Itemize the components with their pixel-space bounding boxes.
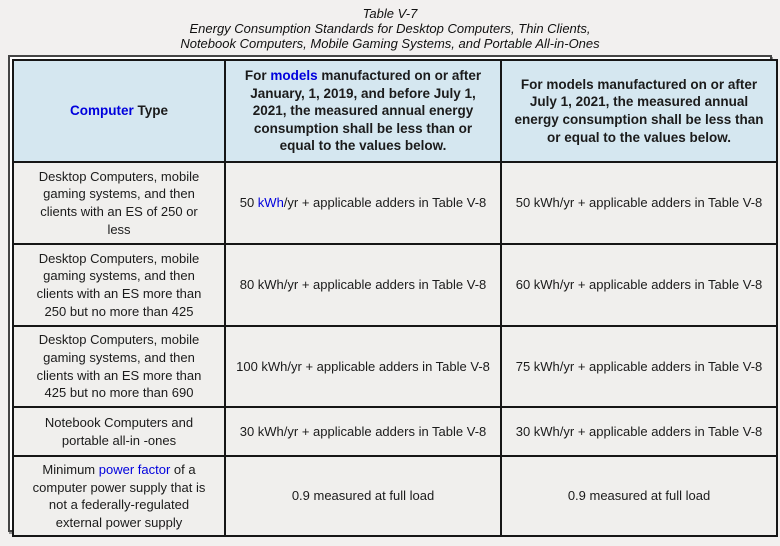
cell-text: 80 kWh/yr + applicable adders in Table V…	[239, 277, 487, 293]
cell-text: 75 kWh/yr + applicable adders in Table V…	[515, 358, 763, 374]
cell-limit-2019-2021: 0.9 measured at full load	[224, 454, 502, 538]
title-line-caption-1: Energy Consumption Standards for Desktop…	[189, 21, 591, 36]
energy-standards-table: Computer Type For models manufactured on…	[8, 55, 778, 538]
cell-text: Minimum	[42, 462, 99, 477]
cell-text: of a computer power supply that is not a…	[32, 462, 206, 530]
cell-text: Desktop Computers, mobile gaming systems…	[36, 332, 202, 401]
standards-table-grid: Computer Type For models manufactured on…	[12, 59, 778, 538]
table-row: Desktop Computers, mobile gaming systems…	[12, 325, 778, 408]
header-text: manufactured on or after January, 1, 201…	[250, 68, 482, 154]
cell-limit-2019-2021: 100 kWh/yr + applicable adders in Table …	[224, 325, 502, 408]
header-row: Computer Type For models manufactured on…	[12, 59, 778, 163]
table-row: Desktop Computers, mobile gaming systems…	[12, 243, 778, 327]
title-line-caption-2: Notebook Computers, Mobile Gaming System…	[180, 36, 600, 51]
cell-limit-after-2021: 60 kWh/yr + applicable adders in Table V…	[500, 243, 778, 327]
cell-text: Desktop Computers, mobile gaming systems…	[36, 250, 202, 319]
cell-text: Notebook Computers and portable all-in -…	[44, 414, 194, 448]
header-cell-after-jul2021: For models manufactured on or after July…	[500, 59, 778, 163]
cell-limit-2019-2021: 50 kWh/yr + applicable adders in Table V…	[224, 161, 502, 245]
header-text: For	[244, 68, 271, 84]
table-row: Minimum power factor of a computer power…	[12, 454, 778, 538]
cell-limit-2019-2021: 80 kWh/yr + applicable adders in Table V…	[224, 243, 502, 327]
title-line-number: Table V-7	[362, 6, 418, 21]
cell-text: 30 kWh/yr + applicable adders in Table V…	[239, 423, 487, 439]
cell-limit-after-2021: 50 kWh/yr + applicable adders in Table V…	[500, 161, 778, 245]
link-power-factor[interactable]: power factor	[98, 462, 171, 477]
cell-category: Desktop Computers, mobile gaming systems…	[12, 325, 226, 408]
header-cell-computer-type: Computer Type	[12, 59, 226, 163]
link-kwh[interactable]: kWh	[257, 195, 284, 211]
cell-text: 0.9 measured at full load	[291, 488, 435, 504]
cell-category: Desktop Computers, mobile gaming systems…	[12, 161, 226, 245]
header-text: For models manufactured on or after July…	[514, 76, 764, 145]
cell-limit-2019-2021: 30 kWh/yr + applicable adders in Table V…	[224, 406, 502, 457]
cell-limit-after-2021: 0.9 measured at full load	[500, 454, 778, 538]
cell-text: 50 kWh/yr + applicable adders in Table V…	[515, 195, 763, 211]
cell-text: 0.9 measured at full load	[567, 488, 711, 504]
cell-text: 60 kWh/yr + applicable adders in Table V…	[515, 277, 763, 293]
cell-text: 50	[239, 195, 258, 211]
link-models[interactable]: models	[270, 68, 318, 84]
header-cell-jan2019-jul2021: For models manufactured on or after Janu…	[224, 59, 502, 163]
cell-category: Notebook Computers and portable all-in -…	[12, 406, 226, 457]
cell-limit-after-2021: 30 kWh/yr + applicable adders in Table V…	[500, 406, 778, 457]
cell-category: Minimum power factor of a computer power…	[12, 454, 226, 538]
link-computer[interactable]: Computer	[69, 103, 134, 119]
header-text: Type	[133, 103, 168, 119]
table-row: Desktop Computers, mobile gaming systems…	[12, 161, 778, 245]
cell-text: Desktop Computers, mobile gaming systems…	[38, 168, 200, 237]
cell-limit-after-2021: 75 kWh/yr + applicable adders in Table V…	[500, 325, 778, 408]
table-title: Table V-7 Energy Consumption Standards f…	[0, 0, 780, 51]
table-row: Notebook Computers and portable all-in -…	[12, 406, 778, 457]
cell-text: 30 kWh/yr + applicable adders in Table V…	[515, 423, 763, 439]
cell-category: Desktop Computers, mobile gaming systems…	[12, 243, 226, 327]
cell-text: /yr + applicable adders in Table V-8	[283, 195, 487, 211]
cell-text: 100 kWh/yr + applicable adders in Table …	[236, 358, 490, 374]
